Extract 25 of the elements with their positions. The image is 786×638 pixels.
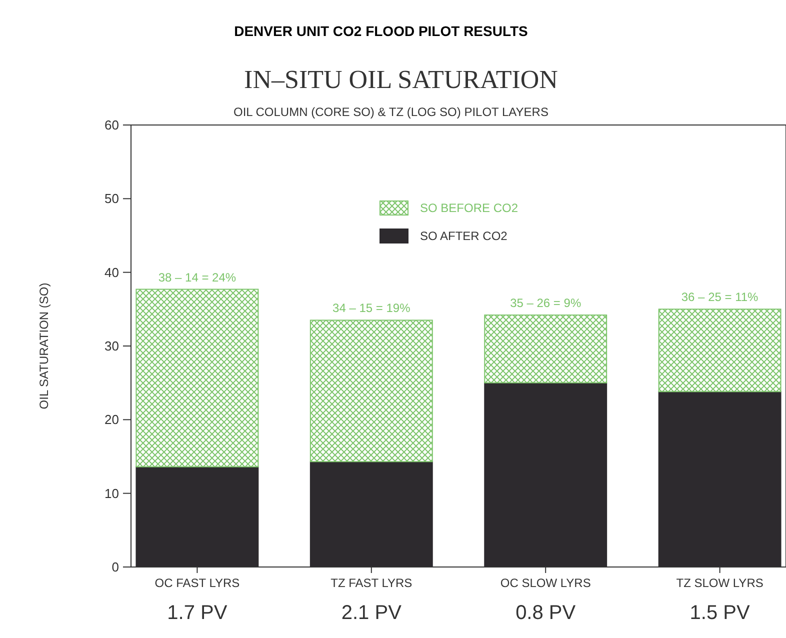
bar [484,314,608,384]
x-tick-label: TZ SLOW LYRS 1.5 PV [676,576,764,624]
y-tick-label: 50 [104,191,119,206]
legend-label: SO AFTER CO2 [420,229,508,244]
legend-label: SO BEFORE CO2 [420,201,518,216]
total-label: 36 – 25 = 11% [681,290,759,304]
x-tick-label: OC FAST LYRS 1.7 PV [154,576,240,624]
y-tick-label: 60 [104,118,119,133]
x-tick-label: OC SLOW LYRS 0.8 PV [500,576,591,624]
y-tick-label: 10 [104,486,119,501]
bar [136,288,259,468]
y-tick-label: 30 [104,338,119,354]
bar [310,320,433,462]
chart-subtitle: IN–SITU OIL SATURATION [244,65,558,94]
total-label: 38 – 14 = 24% [158,270,236,284]
y-tick-label: 20 [104,412,119,428]
y-axis-title: OIL SATURATION (SO) [37,282,51,410]
text: OIL COLUMN (CORE SO) & TZ (LOG SO) PILOT LAYERS [234,105,548,119]
y-tick-label: 40 [104,264,119,280]
x-tick-label: TZ FAST LYRS 2.1 PV [330,576,412,624]
bar [658,308,782,392]
total-label: 34 – 15 = 19% [332,301,411,316]
chart-title: DENVER UNIT CO2 FLOOD PILOT RESULTS [234,23,528,39]
y-tick-label: 0 [112,560,119,575]
total-label: 35 – 26 = 9% [510,296,582,310]
